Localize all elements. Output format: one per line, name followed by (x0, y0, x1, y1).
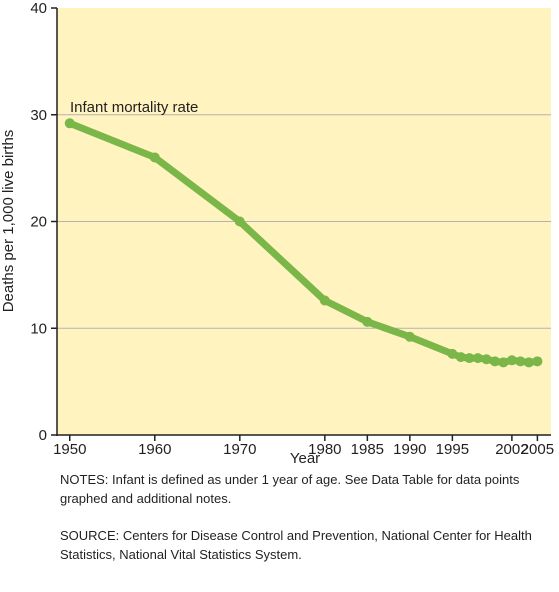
y-tick-label-10: 10 (30, 320, 47, 337)
data-point-2002 (506, 355, 517, 366)
y-ticks: 0 10 20 30 40 (30, 0, 57, 444)
data-point-1999 (481, 354, 492, 365)
data-point-2003 (515, 356, 526, 367)
x-axis-title: Year (290, 450, 320, 467)
x-tick-label-1990: 1990 (393, 441, 426, 458)
data-point-1985 (362, 316, 373, 327)
x-tick-label-2002: 2002 (495, 441, 528, 458)
data-point-1950 (64, 118, 75, 129)
y-tick-label-0: 0 (39, 427, 47, 444)
data-point-2005 (532, 356, 543, 367)
notes-text: NOTES: Infant is defined as under 1 year… (60, 472, 520, 506)
y-tick-label-20: 20 (30, 214, 47, 231)
x-tick-label-1970: 1970 (223, 441, 256, 458)
source-text: SOURCE: Centers for Disease Control and … (60, 528, 532, 562)
x-tick-label-1960: 1960 (138, 441, 171, 458)
gridlines (57, 114, 551, 329)
data-point-1995 (447, 348, 458, 359)
data-point-2000 (489, 356, 500, 367)
y-axis-title: Deaths per 1,000 live births (0, 130, 17, 313)
data-point-2004 (523, 357, 534, 368)
y-tick-label-30: 30 (30, 107, 47, 124)
data-point-1998 (472, 353, 483, 364)
data-point-1980 (319, 295, 330, 306)
series-group (64, 118, 543, 368)
data-point-2001 (498, 357, 509, 368)
series-label: Infant mortality rate (70, 99, 198, 116)
data-point-1997 (464, 353, 475, 364)
data-point-1970 (234, 216, 245, 227)
x-tick-label-2005: 2005 (521, 441, 554, 458)
x-tick-label-1980: 1980 (308, 441, 341, 458)
x-tick-label-1950: 1950 (53, 441, 86, 458)
y-tick-label-40: 40 (30, 0, 47, 17)
data-point-1990 (404, 331, 415, 342)
data-point-1996 (455, 352, 466, 363)
x-tick-label-1995: 1995 (436, 441, 469, 458)
data-point-1960 (149, 152, 160, 163)
x-tick-label-1985: 1985 (351, 441, 384, 458)
